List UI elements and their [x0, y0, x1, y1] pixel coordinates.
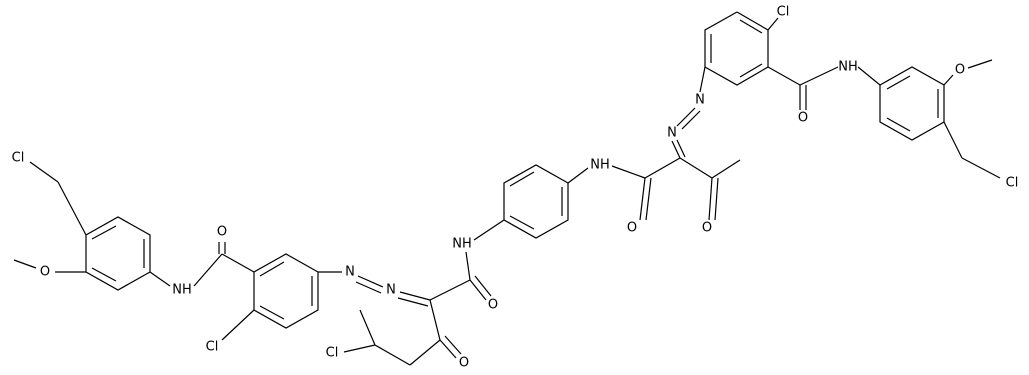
bonds [13, 11, 1001, 366]
atom-label: O [40, 265, 50, 280]
atom-labels: Cl NH O O Cl N N NH O O Cl O NH O Cl N N… [12, 5, 1019, 371]
atom-label: Cl [777, 5, 790, 20]
atom-label: Cl [206, 340, 219, 355]
atom-label: N [667, 126, 677, 141]
atom-label: O [627, 221, 637, 236]
atom-label: N [345, 265, 355, 280]
atom-label: N [695, 93, 705, 108]
atom-label: NH [590, 158, 610, 173]
atom-label: N [386, 283, 396, 298]
atom-label: O [955, 63, 965, 78]
atom-label: Cl [326, 346, 339, 361]
atom-label: O [217, 225, 227, 240]
atom-label: NH [838, 60, 858, 75]
atom-label: Cl [1006, 176, 1019, 191]
atom-label: O [702, 221, 712, 236]
atom-label: Cl [12, 151, 25, 166]
atom-label: O [798, 111, 808, 126]
atom-label: O [488, 298, 498, 313]
atom-label: NH [172, 283, 192, 298]
atom-label: NH [452, 237, 472, 252]
atom-label: O [459, 356, 469, 371]
